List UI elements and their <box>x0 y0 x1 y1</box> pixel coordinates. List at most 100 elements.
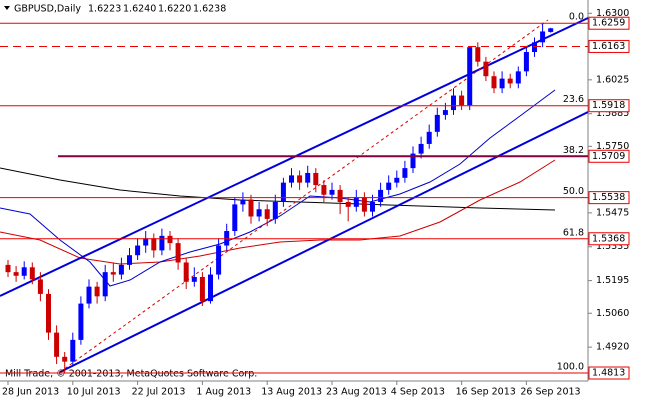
level-label: 1.5709 <box>592 151 625 162</box>
candle-body <box>442 110 448 115</box>
level-label: 1.5918 <box>592 100 625 111</box>
candle-body <box>386 182 392 190</box>
candle-body <box>159 235 165 251</box>
candle-body <box>402 168 408 178</box>
candle-body <box>143 238 149 246</box>
header-quote: 1.6223 1.6240 1.6220 1.6238 <box>88 4 226 15</box>
candle-body <box>467 47 473 106</box>
level-label-box <box>588 191 630 205</box>
candle-body <box>370 201 375 212</box>
y-tick-label: 1.6300 <box>596 8 629 19</box>
candle-body <box>483 61 489 77</box>
candle-body <box>540 31 546 43</box>
level-label-box <box>588 39 630 53</box>
candle-body <box>135 245 141 256</box>
level-label-box <box>588 232 630 246</box>
candle-body <box>256 209 262 217</box>
y-tick-label: 1.5750 <box>596 141 629 152</box>
x-tick-label: 13 Aug 2013 <box>261 387 322 398</box>
candle-body <box>361 197 367 212</box>
candle-body <box>29 267 35 280</box>
moving-average-red <box>0 159 556 265</box>
header-value: 1.6238 <box>193 4 226 15</box>
x-tick-label: 4 Sep 2013 <box>391 387 445 398</box>
candle-body <box>329 189 335 195</box>
level-label-box <box>588 149 630 163</box>
candle-body <box>54 332 60 357</box>
y-tick-label: 1.5885 <box>596 108 629 119</box>
menu-arrow <box>4 6 10 10</box>
candle-body <box>248 199 254 217</box>
fib-label: 38.2 <box>563 145 584 156</box>
candle-body <box>321 185 327 195</box>
candle-body <box>491 76 497 89</box>
candle-body <box>523 52 529 72</box>
candle-body <box>151 238 157 251</box>
candle-body <box>216 245 222 275</box>
candle-body <box>102 272 108 297</box>
candle-body <box>37 279 43 294</box>
x-tick-label: 28 Jun 2013 <box>2 387 59 398</box>
level-label-box <box>588 99 630 113</box>
candle-body <box>499 78 505 89</box>
candle-body <box>272 201 278 219</box>
moving-average-black <box>0 167 556 211</box>
candle-body <box>451 95 456 111</box>
candle-body <box>127 255 132 265</box>
candle-body <box>394 177 400 183</box>
candle-body <box>313 172 319 186</box>
candle-body <box>191 276 197 282</box>
candle-body <box>21 267 27 276</box>
y-tick-label: 1.6025 <box>596 74 629 85</box>
candle-body <box>515 71 521 84</box>
candle-body <box>548 28 554 32</box>
symbol-title: GBPUSD,Daily <box>14 4 81 15</box>
candle-body <box>264 209 270 219</box>
candle-body <box>507 78 513 84</box>
candle-body <box>378 189 384 202</box>
y-tick-label: 1.4920 <box>596 342 629 353</box>
candle-body <box>240 199 246 205</box>
y-tick-label: 1.5060 <box>596 308 629 319</box>
candle-body <box>280 182 286 202</box>
marks <box>5 23 554 374</box>
level-label: 1.6163 <box>592 41 625 52</box>
candle-body <box>337 189 343 202</box>
candle-body <box>94 286 100 297</box>
x-tick-label: 10 Jul 2013 <box>67 387 121 398</box>
candle-body <box>345 201 351 207</box>
candle-body <box>353 197 359 207</box>
candle-body <box>532 42 537 53</box>
candle-body <box>289 175 294 183</box>
candle-body <box>305 172 311 183</box>
level-label: 1.5368 <box>592 233 625 244</box>
candle-body <box>232 204 238 232</box>
fib-label: 23.6 <box>563 94 584 105</box>
candle-body <box>410 153 416 169</box>
x-tick-label: 1 Aug 2013 <box>196 387 251 398</box>
level-label: 1.6259 <box>592 18 625 29</box>
candle-body <box>70 339 76 362</box>
fib-trend-line <box>59 19 549 373</box>
y-tick-label: 1.5195 <box>596 275 629 286</box>
candle-body <box>426 131 432 144</box>
x-tick-label: 23 Aug 2013 <box>326 387 387 398</box>
x-tick-label: 22 Jul 2013 <box>132 387 186 398</box>
candle-body <box>118 264 124 275</box>
fib-label: 100.0 <box>557 362 584 373</box>
header-value: 1.6220 <box>158 4 191 15</box>
candle-body <box>46 293 51 333</box>
candle-body <box>13 272 19 276</box>
fib-label: 0.0 <box>569 12 584 23</box>
level-label: 1.4813 <box>592 368 625 379</box>
header-value: 1.6240 <box>123 4 156 15</box>
candle-body <box>208 274 213 302</box>
y-tick-label: 1.5335 <box>596 241 629 252</box>
x-tick-label: 26 Sep 2013 <box>520 387 580 398</box>
candle-body <box>183 262 189 282</box>
candle-body <box>459 95 465 106</box>
candle-body <box>199 276 205 302</box>
candle-body <box>86 286 92 304</box>
